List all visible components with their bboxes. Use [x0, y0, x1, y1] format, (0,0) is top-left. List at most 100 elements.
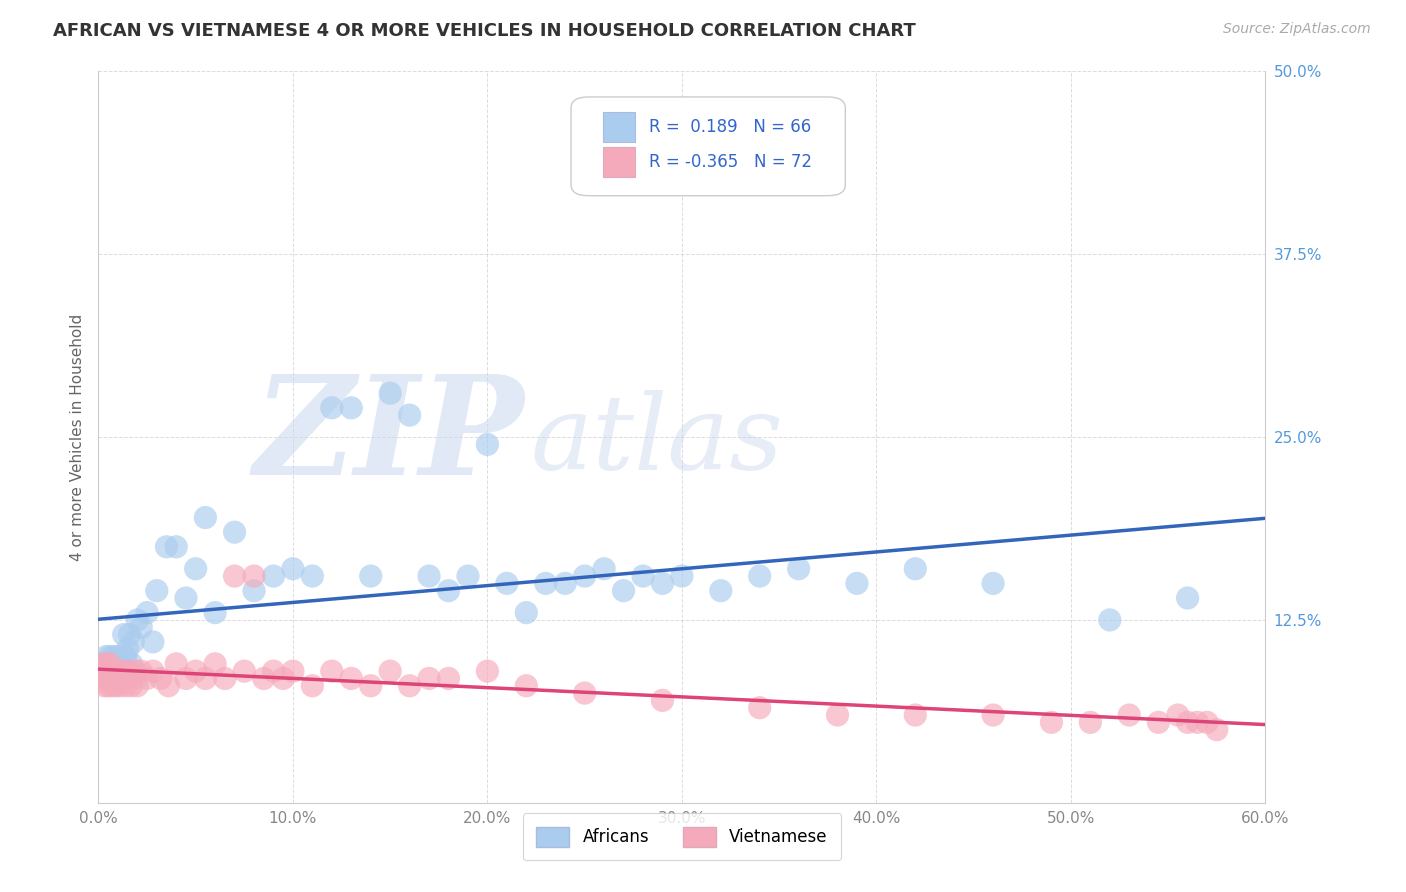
Point — [142, 664, 165, 678]
Point — [340, 672, 363, 686]
Point — [1177, 591, 1199, 605]
Text: R = -0.365   N = 72: R = -0.365 N = 72 — [650, 153, 813, 171]
Point — [97, 664, 120, 678]
Point — [114, 649, 136, 664]
Point — [111, 672, 134, 686]
Legend: Africans, Vietnamese: Africans, Vietnamese — [523, 814, 841, 860]
Point — [184, 664, 207, 678]
Point — [613, 583, 636, 598]
Point — [1147, 715, 1170, 730]
Point — [127, 679, 149, 693]
Point — [380, 386, 402, 401]
Point — [224, 525, 246, 540]
Point — [437, 583, 460, 598]
Point — [981, 708, 1004, 723]
Point — [1098, 613, 1121, 627]
Point — [91, 657, 114, 671]
Point — [117, 642, 139, 657]
Point — [631, 569, 654, 583]
Point — [593, 562, 616, 576]
Point — [515, 679, 537, 693]
Point — [104, 657, 127, 671]
Point — [243, 569, 266, 583]
FancyBboxPatch shape — [603, 146, 636, 178]
Point — [194, 510, 217, 524]
Point — [97, 657, 120, 671]
Point — [112, 627, 135, 641]
Point — [301, 679, 323, 693]
Point — [114, 679, 136, 693]
Point — [1195, 715, 1218, 730]
Point — [121, 679, 143, 693]
Point — [98, 672, 121, 686]
Point — [98, 657, 121, 671]
Point — [457, 569, 479, 583]
Point — [1080, 715, 1102, 730]
Point — [91, 657, 114, 671]
Point — [104, 672, 127, 686]
Point — [184, 562, 207, 576]
Point — [149, 672, 172, 686]
FancyBboxPatch shape — [571, 97, 845, 195]
Point — [253, 672, 276, 686]
Point — [98, 672, 121, 686]
FancyBboxPatch shape — [603, 112, 636, 143]
Point — [157, 679, 180, 693]
Point — [651, 693, 673, 707]
Point — [1205, 723, 1227, 737]
Point — [174, 672, 197, 686]
Point — [107, 649, 129, 664]
Point — [224, 569, 246, 583]
Point — [340, 401, 363, 415]
Point — [89, 664, 111, 678]
Point — [418, 672, 440, 686]
Point — [118, 627, 141, 641]
Point — [515, 606, 537, 620]
Text: AFRICAN VS VIETNAMESE 4 OR MORE VEHICLES IN HOUSEHOLD CORRELATION CHART: AFRICAN VS VIETNAMESE 4 OR MORE VEHICLES… — [53, 22, 917, 40]
Point — [1187, 715, 1209, 730]
Point — [1040, 715, 1063, 730]
Point — [827, 708, 849, 723]
Point — [748, 700, 770, 714]
Point — [101, 664, 124, 678]
Point — [97, 664, 120, 678]
Point — [787, 562, 810, 576]
Point — [142, 635, 165, 649]
Point — [281, 664, 304, 678]
Point — [98, 649, 121, 664]
Point — [122, 672, 145, 686]
Text: ZIP: ZIP — [253, 370, 524, 504]
Point — [127, 613, 149, 627]
Point — [136, 672, 159, 686]
Point — [91, 672, 114, 686]
Point — [101, 679, 124, 693]
Point — [846, 576, 869, 591]
Point — [271, 672, 294, 686]
Point — [108, 679, 131, 693]
Point — [124, 664, 146, 678]
Point — [321, 664, 343, 678]
Point — [103, 672, 125, 686]
Point — [496, 576, 519, 591]
Point — [554, 576, 576, 591]
Point — [93, 664, 115, 678]
Point — [204, 606, 226, 620]
Point — [103, 672, 125, 686]
Point — [398, 408, 420, 422]
Point — [574, 569, 596, 583]
Point — [107, 664, 129, 678]
Point — [243, 583, 266, 598]
Point — [671, 569, 693, 583]
Point — [1118, 708, 1140, 723]
Point — [262, 569, 284, 583]
Point — [651, 576, 673, 591]
Point — [122, 635, 145, 649]
Point — [96, 672, 118, 686]
Point — [380, 664, 402, 678]
Point — [981, 576, 1004, 591]
Point — [111, 664, 134, 678]
Point — [437, 672, 460, 686]
Point — [136, 606, 159, 620]
Point — [477, 437, 499, 451]
Point — [107, 664, 129, 678]
